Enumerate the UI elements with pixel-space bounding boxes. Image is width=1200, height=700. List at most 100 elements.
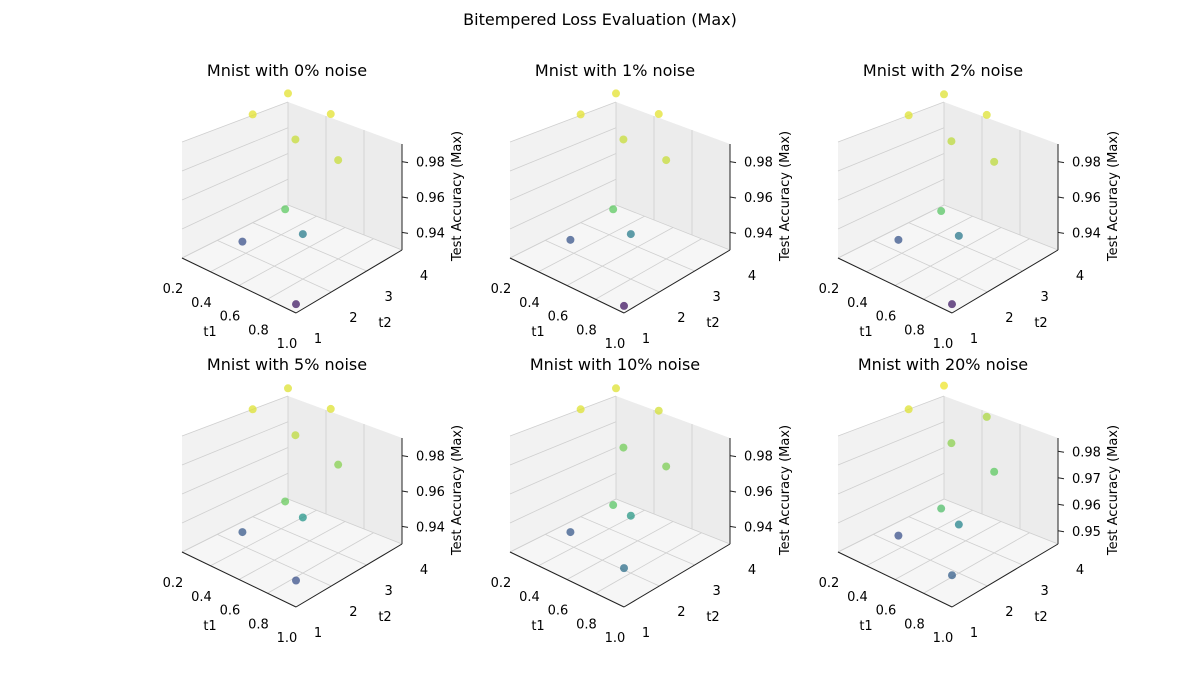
grid-line-wall bbox=[837, 178, 945, 230]
axis-t2-line bbox=[295, 249, 403, 314]
tick-label-t2: 2 bbox=[1005, 605, 1013, 620]
tick-label-t2: 1 bbox=[314, 332, 322, 347]
data-point bbox=[937, 207, 946, 216]
data-point bbox=[947, 439, 956, 448]
data-point bbox=[619, 135, 628, 144]
tick-label-t1: 0.2 bbox=[163, 282, 184, 297]
tick-label-t1: 0.4 bbox=[519, 296, 540, 311]
tick-label-t2: 4 bbox=[748, 563, 756, 578]
grid-line-t1 bbox=[267, 532, 374, 594]
axis-t1-line bbox=[509, 551, 625, 608]
pane-floor bbox=[182, 205, 402, 313]
tick-label-t1: 0.6 bbox=[548, 310, 569, 325]
grid-line-t1 bbox=[595, 238, 702, 300]
data-point bbox=[654, 110, 663, 119]
tick-mark-z bbox=[729, 196, 737, 199]
tick-mark-z bbox=[1057, 231, 1065, 234]
grid-line-t1 bbox=[923, 532, 1030, 594]
data-point bbox=[894, 235, 903, 244]
tick-label-t2: 4 bbox=[748, 269, 756, 284]
tick-label-z: 0.94 bbox=[416, 520, 445, 535]
grid-line-wall bbox=[509, 498, 617, 553]
pane-right bbox=[288, 396, 402, 544]
grid-line-t1 bbox=[866, 509, 973, 567]
grid-line-t1 bbox=[238, 227, 346, 286]
grid-line-t2 bbox=[615, 498, 731, 545]
data-point bbox=[619, 443, 628, 452]
axis-label-z: Test Accuracy (Max) bbox=[1106, 131, 1121, 262]
data-point bbox=[326, 404, 335, 413]
grid-line-wall bbox=[837, 395, 945, 437]
grid-line-wall bbox=[837, 101, 945, 143]
grid-line-t2 bbox=[287, 498, 403, 545]
data-point bbox=[292, 300, 300, 309]
grid-line-wall bbox=[181, 153, 289, 201]
pane-floor bbox=[838, 499, 1058, 607]
pane-right bbox=[944, 102, 1058, 250]
data-point bbox=[334, 460, 343, 469]
data-point bbox=[609, 205, 618, 214]
grid-line-t2 bbox=[943, 204, 1059, 251]
tick-label-t1: 1.0 bbox=[605, 631, 626, 646]
tick-label-t1: 0.6 bbox=[220, 310, 241, 325]
tick-mark-z bbox=[401, 525, 409, 528]
tick-mark-z bbox=[1057, 161, 1065, 164]
tick-label-z: 0.96 bbox=[744, 191, 773, 206]
grid-line-wall bbox=[509, 204, 617, 259]
data-point bbox=[662, 156, 671, 165]
subplot-5: 0.2 0.4 0.6 0.8 1.0 1 2 3 4 0.94 0.96 0.98 t1 t2 Test … bbox=[491, 355, 793, 646]
tick-label-t2: 3 bbox=[713, 290, 721, 305]
axis-label-z: Test Accuracy (Max) bbox=[450, 131, 465, 262]
grid-line-t1 bbox=[866, 215, 973, 273]
grid-line-wall bbox=[181, 127, 289, 172]
data-point bbox=[248, 110, 257, 119]
data-point bbox=[982, 412, 991, 421]
tick-label-t1: 0.2 bbox=[819, 282, 840, 297]
data-point bbox=[238, 528, 247, 537]
data-point bbox=[292, 576, 300, 585]
grid-line-t1 bbox=[566, 227, 674, 286]
data-point bbox=[620, 301, 628, 310]
tick-label-z: 0.96 bbox=[744, 485, 773, 500]
tick-mark-z bbox=[729, 490, 737, 493]
grid-line-t2 bbox=[217, 533, 332, 587]
axis-label-z: Test Accuracy (Max) bbox=[450, 425, 465, 556]
data-point bbox=[566, 235, 575, 244]
pane-left bbox=[510, 102, 616, 258]
tick-label-t1: 0.6 bbox=[876, 604, 897, 619]
data-point bbox=[576, 405, 585, 414]
tick-label-z: 0.96 bbox=[416, 485, 445, 500]
tick-label-t2: 2 bbox=[349, 311, 357, 326]
tick-label-t1: 0.2 bbox=[819, 576, 840, 591]
grid-line-wall bbox=[509, 472, 617, 524]
axis-t1-line bbox=[837, 551, 953, 608]
data-point bbox=[566, 528, 575, 537]
subplot-title: Mnist with 0% noise bbox=[207, 61, 367, 80]
axis-label-t1: t1 bbox=[531, 325, 544, 340]
tick-label-z: 0.97 bbox=[1072, 472, 1101, 487]
axis-label-t1: t1 bbox=[203, 325, 216, 340]
pane-right bbox=[288, 102, 402, 250]
tick-label-t2: 4 bbox=[420, 269, 428, 284]
tick-label-t1: 0.4 bbox=[191, 590, 212, 605]
pane-floor bbox=[838, 205, 1058, 313]
tick-label-t1: 0.4 bbox=[519, 590, 540, 605]
subplot-6: 0.2 0.4 0.6 0.8 1.0 1 2 3 4 0.95 0.96 0.97 0.98 t1 t2 T… bbox=[819, 355, 1121, 646]
tick-label-t1: 0.8 bbox=[248, 617, 269, 632]
tick-label-t2: 3 bbox=[385, 584, 393, 599]
axis-label-t2: t2 bbox=[706, 316, 719, 331]
tick-mark-z bbox=[1057, 503, 1065, 506]
data-point bbox=[291, 431, 300, 440]
pane-right bbox=[944, 396, 1058, 544]
tick-label-t1: 0.4 bbox=[191, 296, 212, 311]
grid-line-wall bbox=[509, 101, 617, 143]
data-point bbox=[626, 230, 635, 239]
data-point bbox=[954, 231, 963, 240]
grid-line-t2 bbox=[943, 498, 1059, 545]
tick-label-t2: 3 bbox=[385, 290, 393, 305]
grid-line-t2 bbox=[873, 533, 988, 587]
tick-label-t1: 0.6 bbox=[220, 604, 241, 619]
axis-label-t2: t2 bbox=[378, 610, 391, 625]
axis-t1-line bbox=[181, 551, 297, 608]
